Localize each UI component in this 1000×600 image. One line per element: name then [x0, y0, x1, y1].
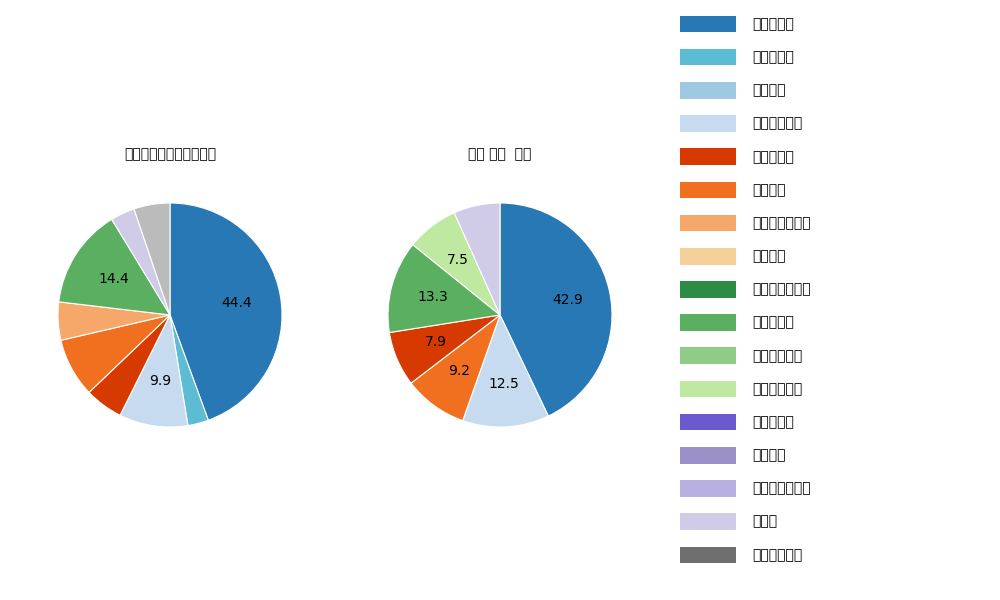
Wedge shape [463, 315, 548, 427]
Text: カットボール: カットボール [753, 116, 803, 131]
Text: 9.9: 9.9 [149, 374, 171, 388]
FancyBboxPatch shape [680, 414, 736, 430]
FancyBboxPatch shape [680, 514, 736, 530]
Wedge shape [112, 209, 170, 315]
Wedge shape [170, 315, 208, 425]
Text: 13.3: 13.3 [418, 290, 448, 304]
Title: パ・リーグ全プレイヤー: パ・リーグ全プレイヤー [124, 148, 216, 161]
FancyBboxPatch shape [680, 248, 736, 265]
Wedge shape [59, 220, 170, 315]
Text: シンカー: シンカー [753, 249, 786, 263]
Text: スライダー: スライダー [753, 316, 794, 329]
Text: 7.9: 7.9 [425, 335, 447, 349]
Text: パワーカーブ: パワーカーブ [753, 382, 803, 396]
Title: 鈴木 大地  選手: 鈴木 大地 選手 [468, 148, 532, 161]
Text: チェンジアップ: チェンジアップ [753, 216, 811, 230]
Wedge shape [61, 315, 170, 392]
Text: 12.5: 12.5 [488, 377, 519, 391]
Text: スクリュー: スクリュー [753, 415, 794, 429]
FancyBboxPatch shape [680, 281, 736, 298]
Text: 9.2: 9.2 [448, 364, 470, 378]
FancyBboxPatch shape [680, 480, 736, 497]
Wedge shape [388, 245, 500, 332]
Wedge shape [413, 213, 500, 315]
Text: スプリット: スプリット [753, 150, 794, 164]
Text: 高速スライダー: 高速スライダー [753, 283, 811, 296]
FancyBboxPatch shape [680, 347, 736, 364]
Wedge shape [500, 203, 612, 416]
Wedge shape [411, 315, 500, 421]
Text: 44.4: 44.4 [221, 296, 251, 310]
FancyBboxPatch shape [680, 49, 736, 65]
Text: フォーク: フォーク [753, 183, 786, 197]
FancyBboxPatch shape [680, 115, 736, 132]
Wedge shape [389, 315, 500, 383]
Wedge shape [120, 315, 188, 427]
FancyBboxPatch shape [680, 148, 736, 165]
Wedge shape [134, 203, 170, 315]
FancyBboxPatch shape [680, 82, 736, 98]
Text: ストレート: ストレート [753, 17, 794, 31]
FancyBboxPatch shape [680, 16, 736, 32]
Text: ナックルカーブ: ナックルカーブ [753, 481, 811, 496]
FancyBboxPatch shape [680, 380, 736, 397]
FancyBboxPatch shape [680, 547, 736, 563]
FancyBboxPatch shape [680, 447, 736, 464]
Text: ツーシーム: ツーシーム [753, 50, 794, 64]
Text: シュート: シュート [753, 83, 786, 97]
Text: 14.4: 14.4 [98, 272, 129, 286]
Text: 7.5: 7.5 [447, 253, 469, 267]
FancyBboxPatch shape [680, 215, 736, 232]
Text: 縦スライダー: 縦スライダー [753, 349, 803, 363]
Text: ナックル: ナックル [753, 448, 786, 462]
FancyBboxPatch shape [680, 314, 736, 331]
FancyBboxPatch shape [680, 182, 736, 198]
Wedge shape [89, 315, 170, 415]
Text: カーブ: カーブ [753, 515, 778, 529]
Text: スローカーブ: スローカーブ [753, 548, 803, 562]
Text: 42.9: 42.9 [552, 293, 583, 307]
Wedge shape [454, 203, 500, 315]
Wedge shape [170, 203, 282, 420]
Wedge shape [58, 302, 170, 340]
